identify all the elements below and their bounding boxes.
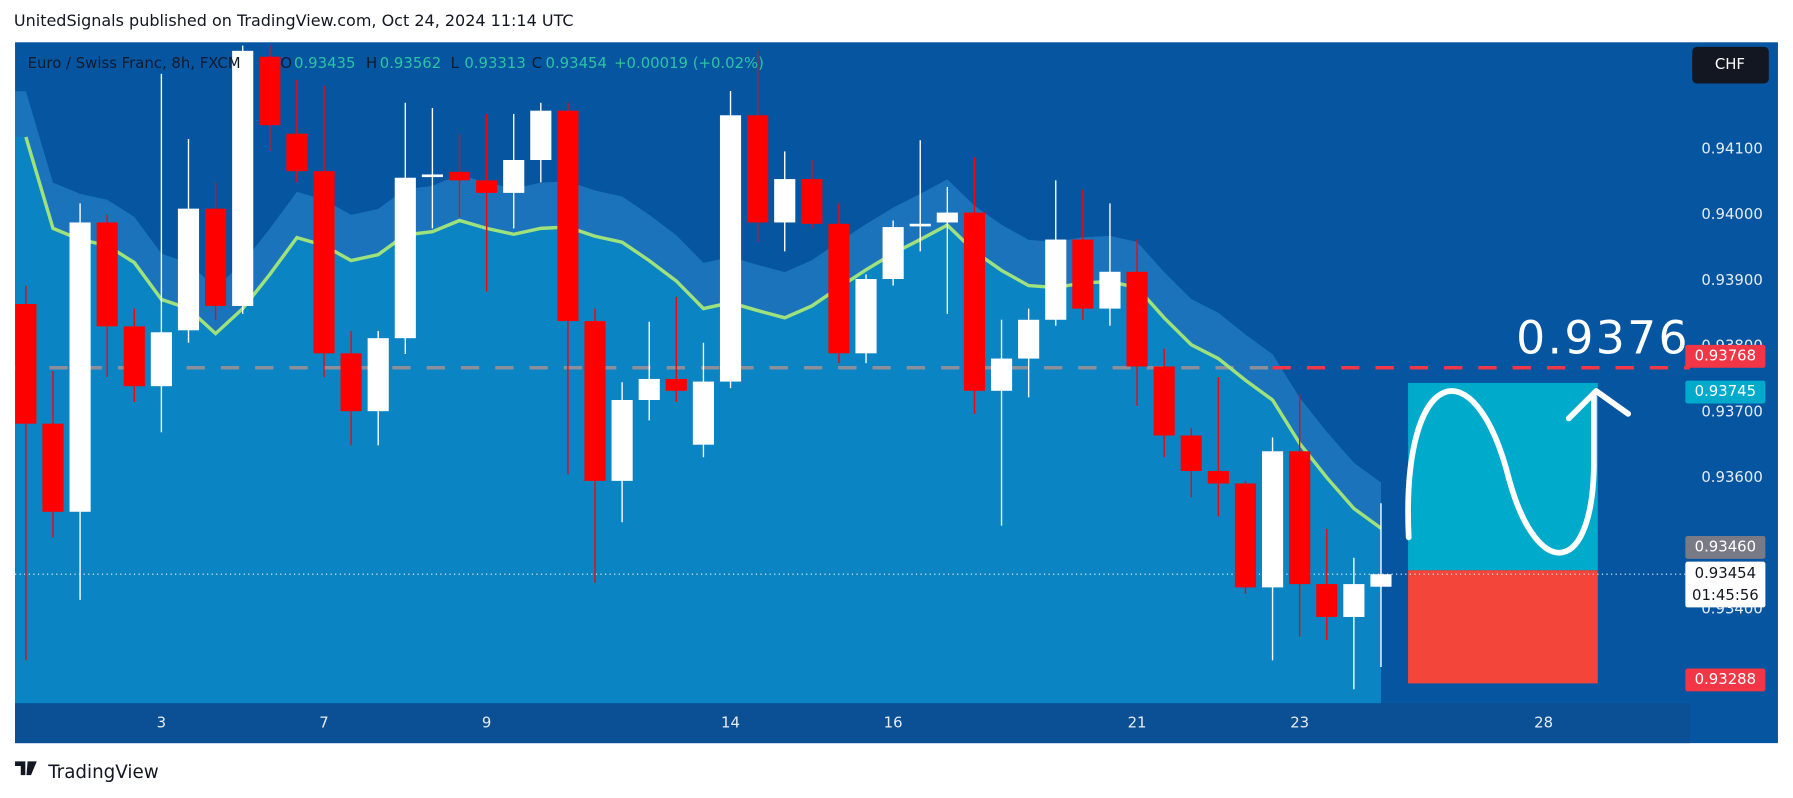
candle-body: [801, 179, 823, 224]
legend-change: +0.00019 (+0.02%): [614, 54, 764, 72]
candle-body: [15, 303, 37, 424]
legend-ohlc-label: L: [451, 54, 460, 72]
candle-body: [1370, 574, 1392, 587]
candle-body: [638, 378, 660, 400]
position-stop-zone: [1408, 570, 1598, 684]
candle-body: [1289, 451, 1311, 585]
annotation-label: 0.9376: [1516, 312, 1690, 365]
candle-body: [828, 223, 850, 354]
x-tick-label: 28: [1534, 714, 1553, 732]
legend-ohlc-value: 0.93313: [464, 54, 525, 72]
x-tick-label: 21: [1128, 714, 1147, 732]
price-line-badge: [1685, 344, 1766, 368]
annotation-curve: [1405, 388, 1597, 556]
candle-body: [448, 171, 471, 181]
y-tick-label: 0.93600: [1701, 468, 1762, 486]
candle-body: [584, 321, 606, 481]
x-tick-label: 23: [1290, 714, 1309, 732]
candle-body: [1234, 483, 1257, 588]
x-tick-label: 9: [482, 714, 491, 732]
candle-body: [367, 338, 389, 412]
candle-body: [882, 227, 904, 280]
x-tick-label: 7: [319, 714, 328, 732]
countdown-label: 01:45:56: [1692, 586, 1759, 604]
logo: [15, 761, 37, 776]
candle-body: [557, 110, 579, 322]
candle-body: [394, 177, 416, 339]
candle-body: [1207, 471, 1229, 484]
candle-body: [313, 171, 335, 354]
target-badge: [1685, 380, 1766, 404]
logo-mark: [15, 761, 37, 776]
candle-body: [1261, 451, 1284, 588]
legend-ohlc-value: 0.93435: [294, 54, 355, 72]
legend-ohlc-label: C: [532, 54, 542, 72]
x-tick-label: 16: [884, 714, 903, 732]
candle-body: [232, 50, 254, 306]
candle-body: [1180, 435, 1202, 472]
candle-body: [963, 212, 986, 391]
legend-ohlc-value: 0.93454: [546, 54, 607, 72]
candle-body: [42, 423, 64, 512]
candle-body: [503, 159, 525, 193]
candle-body: [990, 358, 1013, 391]
candle-body: [909, 223, 931, 227]
publisher-line: UnitedSignals published on TradingView.c…: [14, 11, 574, 30]
time-axis: [15, 703, 1690, 744]
target-badge-label: 0.93745: [1695, 382, 1756, 400]
candle-body: [476, 180, 498, 193]
candle-body: [611, 399, 633, 481]
candle-body: [177, 208, 200, 331]
annotation-arrow: [1565, 388, 1632, 422]
candle-body: [286, 133, 308, 172]
stop-badge: [1685, 668, 1766, 692]
candle-body: [421, 174, 443, 178]
candle-body: [1045, 239, 1067, 320]
currency-label: CHF: [1715, 55, 1745, 73]
candle-body: [774, 179, 796, 223]
candle-body: [69, 222, 91, 512]
stop-badge-label: 0.93288: [1695, 670, 1756, 688]
last-price-badge-label: 0.93454: [1695, 564, 1756, 582]
candle-body: [665, 378, 687, 391]
candle-body: [1126, 271, 1148, 367]
entry-badge-label: 0.93460: [1695, 537, 1756, 555]
candle-body: [205, 208, 227, 306]
candle-body: [96, 222, 118, 327]
x-tick-label: 3: [157, 714, 166, 732]
price-line-badge-label: 0.93768: [1695, 346, 1756, 364]
candle-body: [340, 353, 362, 412]
brand: TradingView: [47, 762, 159, 783]
x-tick-label: 14: [721, 714, 740, 732]
candle-body: [1018, 319, 1040, 359]
last-price-badge: [1685, 561, 1766, 608]
candle-body: [1153, 366, 1175, 436]
candle-body: [936, 212, 958, 223]
legend-ohlc-value: 0.93562: [380, 54, 441, 72]
candle-body: [150, 332, 172, 387]
candle-body: [855, 279, 877, 354]
y-tick-label: 0.93700: [1701, 402, 1762, 420]
legend-ohlc-label: H: [366, 54, 377, 72]
candle-body: [530, 110, 552, 160]
candle-body: [1072, 239, 1094, 309]
legend-ohlc-label: O: [280, 54, 292, 72]
candle-body: [719, 115, 742, 382]
candle-body: [259, 56, 281, 126]
candle-body: [747, 115, 769, 223]
candle-body: [123, 326, 145, 387]
candle-body: [1099, 271, 1121, 309]
candle-body: [692, 381, 714, 445]
legend-title: Euro / Swiss Franc, 8h, FXCM: [28, 54, 241, 72]
position-target-zone: [1408, 382, 1598, 571]
currency-badge: [1692, 46, 1769, 84]
y-tick-label: 0.94100: [1701, 139, 1762, 157]
y-tick-label: 0.94000: [1701, 205, 1762, 223]
entry-badge: [1685, 535, 1766, 559]
candle-body: [1343, 584, 1365, 617]
candle-body: [1316, 584, 1338, 617]
y-tick-label: 0.93900: [1701, 271, 1762, 289]
